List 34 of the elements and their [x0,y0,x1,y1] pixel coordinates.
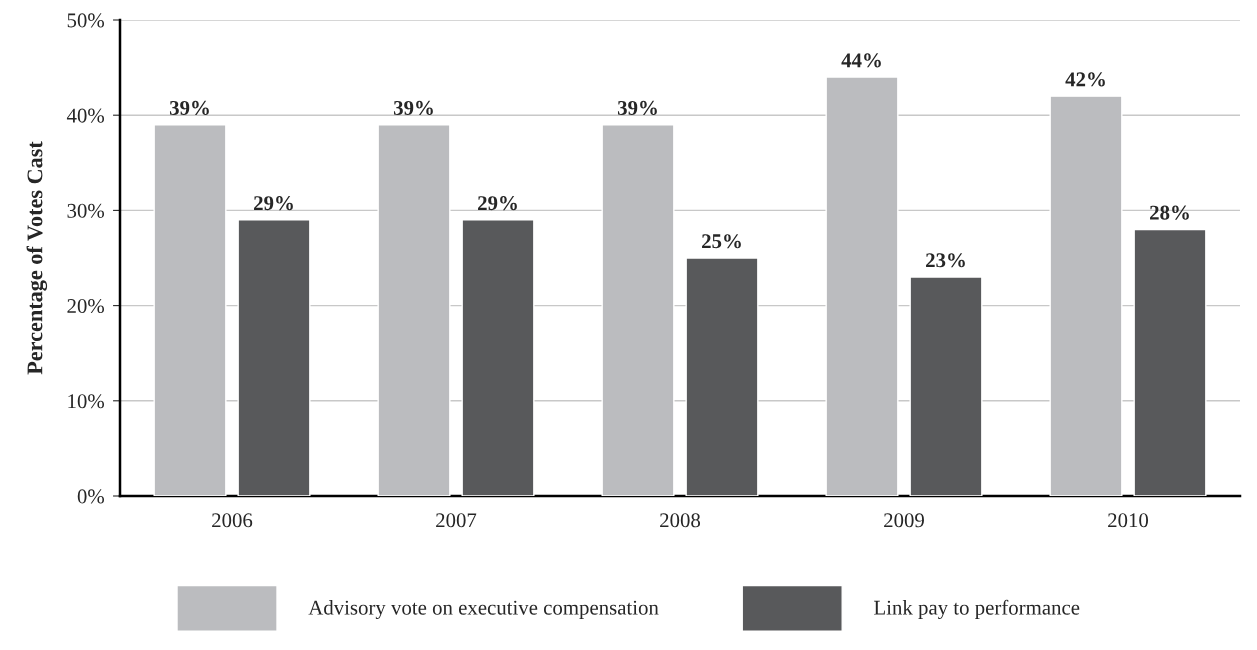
bar [685,257,759,496]
data-label: 25% [702,234,741,249]
bar [825,76,899,496]
data-label: 42% [1065,72,1105,87]
data-label: 29% [254,196,293,211]
bar [153,124,227,496]
bar [601,124,675,496]
x-tick-label: 2009 [884,513,924,528]
x-tick-label: 2006 [212,513,253,528]
data-label: 39% [393,100,433,115]
legend-label: Link pay to performance [874,599,1080,619]
legend-label: Advisory vote on executive compensation [308,600,659,619]
bar [1133,228,1207,496]
data-label: 23% [926,253,965,268]
bar [461,219,535,496]
y-tick-label: 40% [66,108,105,123]
bar [1049,95,1123,496]
data-label: 39% [617,100,657,115]
bar [237,219,311,496]
x-tick-label: 2010 [1108,513,1149,528]
data-label: 44% [841,53,881,68]
data-label: 29% [478,196,517,211]
bar [909,276,983,496]
x-tick-label: 2007 [436,513,477,528]
y-tick-label: 0% [77,489,105,504]
y-tick-label: 10% [68,394,105,409]
y-axis-title: Percentage of Votes Cast [26,141,48,375]
data-label: 39% [169,100,209,115]
x-tick-label: 2008 [660,513,701,528]
y-tick-label: 50% [67,13,105,28]
bar [377,124,451,496]
y-tick-label: 20% [67,298,105,314]
data-label: 28% [1150,205,1189,220]
y-tick-label: 30% [67,203,105,218]
